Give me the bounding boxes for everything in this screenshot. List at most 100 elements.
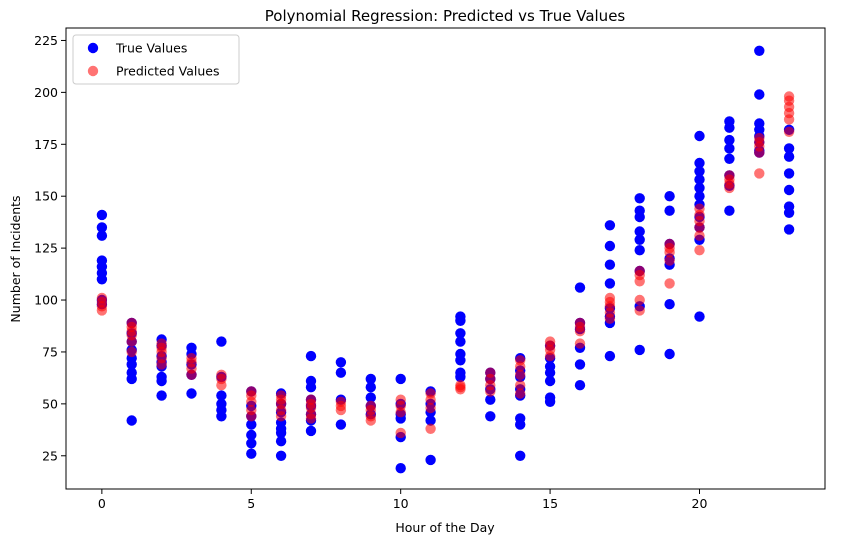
- true-values-point: [515, 419, 526, 430]
- true-values-point: [305, 425, 317, 437]
- true-values-point: [783, 207, 795, 218]
- true-values-point: [126, 359, 137, 370]
- y-tick-label: 100: [34, 293, 58, 308]
- predicted-values-point: [515, 380, 526, 391]
- predicted-values-point: [425, 423, 436, 434]
- predicted-values-point: [664, 255, 675, 266]
- predicted-values-point: [544, 350, 556, 362]
- y-tick-label: 25: [42, 448, 58, 463]
- true-values-point: [783, 184, 795, 196]
- true-values-point: [126, 415, 137, 426]
- true-values-point: [694, 311, 705, 322]
- predicted-values-point: [634, 276, 645, 287]
- true-values-point: [604, 259, 616, 270]
- true-values-point: [544, 396, 556, 407]
- legend-label-true-values: True Values: [115, 41, 187, 56]
- predicted-values-point: [395, 407, 406, 418]
- chart-title: Polynomial Regression: Predicted vs True…: [265, 7, 626, 25]
- true-values-point: [664, 191, 675, 202]
- predicted-values-point: [754, 147, 765, 158]
- true-values-point: [96, 230, 108, 241]
- true-values-point: [634, 344, 645, 356]
- predicted-values-point: [186, 369, 197, 380]
- true-values-point: [246, 448, 257, 459]
- true-values-point: [425, 415, 436, 426]
- predicted-values-point: [634, 305, 645, 316]
- predicted-values-point: [783, 126, 795, 137]
- true-values-point: [783, 168, 795, 179]
- predicted-values-point: [515, 388, 526, 399]
- true-values-point: [634, 211, 645, 223]
- predicted-values-point: [216, 380, 227, 391]
- true-values-point: [216, 411, 227, 422]
- predicted-values-point: [574, 326, 586, 337]
- x-tick-label: 0: [98, 496, 106, 511]
- true-values-point: [694, 174, 705, 185]
- predicted-values-point: [275, 411, 287, 422]
- true-values-point: [455, 355, 466, 366]
- true-values-point: [694, 157, 705, 169]
- x-tick-label: 15: [542, 496, 558, 511]
- legend-marker-predicted-values: [87, 65, 99, 77]
- predicted-values-point: [395, 427, 406, 439]
- predicted-values-point: [694, 222, 705, 233]
- true-values-point: [156, 390, 167, 401]
- true-values-point: [96, 209, 108, 221]
- true-values-point: [574, 359, 586, 370]
- legend-label-predicted-values: Predicted Values: [116, 64, 220, 79]
- true-values-point: [604, 240, 616, 252]
- predicted-values-point: [305, 413, 317, 424]
- predicted-values-point: [515, 361, 526, 372]
- true-values-point: [724, 205, 735, 216]
- predicted-values-point: [246, 411, 257, 422]
- true-values-point: [664, 299, 675, 310]
- true-values-point: [783, 224, 795, 235]
- predicted-values-point: [485, 386, 496, 397]
- true-values-point: [275, 436, 287, 447]
- true-values-point: [126, 373, 137, 385]
- true-values-point: [305, 382, 317, 393]
- predicted-values-point: [96, 305, 108, 316]
- predicted-values-point: [664, 278, 675, 289]
- x-tick-label: 5: [247, 496, 255, 511]
- true-values-point: [754, 45, 765, 56]
- legend-marker-true-values: [87, 42, 99, 54]
- true-values-point: [724, 143, 735, 154]
- true-values-point: [395, 463, 406, 474]
- legend-frame: [72, 34, 240, 85]
- true-values-point: [724, 134, 735, 146]
- plot-area-frame: [65, 27, 826, 490]
- y-tick-label: 200: [34, 85, 58, 100]
- predicted-values-point: [694, 245, 705, 256]
- true-values-point: [275, 427, 287, 439]
- true-values-point: [96, 274, 108, 285]
- true-values-point: [275, 450, 287, 461]
- true-values-point: [544, 367, 556, 378]
- x-tick-label: 20: [692, 496, 708, 511]
- true-values-point: [634, 234, 645, 245]
- predicted-values-point: [783, 114, 795, 125]
- true-values-point: [246, 429, 257, 441]
- true-values-point: [604, 220, 616, 231]
- true-values-point: [186, 388, 197, 399]
- true-values-point: [216, 336, 227, 347]
- x-tick-label: 10: [393, 496, 409, 511]
- predicted-values-point: [126, 346, 137, 358]
- true-values-point: [724, 153, 735, 164]
- predicted-values-point: [126, 336, 137, 347]
- predicted-values-point: [694, 230, 705, 241]
- true-values-point: [485, 411, 496, 422]
- true-values-point: [604, 350, 616, 362]
- predicted-values-point: [335, 404, 347, 416]
- true-values-point: [335, 367, 347, 378]
- true-values-point: [634, 193, 645, 204]
- true-values-point: [365, 382, 376, 393]
- predicted-values-point: [754, 168, 765, 179]
- predicted-values-point: [156, 359, 167, 370]
- true-values-point: [634, 226, 645, 237]
- true-values-point: [515, 450, 526, 461]
- true-values-point: [694, 130, 705, 142]
- true-values-point: [395, 373, 406, 385]
- y-tick-label: 50: [42, 396, 58, 411]
